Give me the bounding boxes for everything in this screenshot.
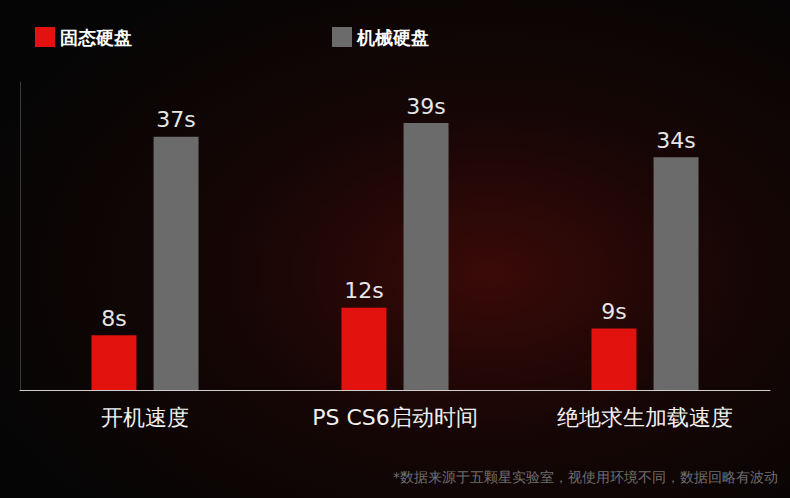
svg-text:*数据来源于五颗星实验室，视使用环境不同，数据回略有波动: *数据来源于五颗星实验室，视使用环境不同，数据回略有波动 (393, 469, 778, 485)
svg-text:12s: 12s (344, 278, 383, 303)
svg-text:开机速度: 开机速度 (101, 405, 189, 430)
svg-text:8s: 8s (101, 306, 126, 331)
svg-text:绝地求生加载速度: 绝地求生加载速度 (557, 405, 733, 430)
svg-text:机械硬盘: 机械硬盘 (356, 27, 429, 48)
svg-text:固态硬盘: 固态硬盘 (60, 27, 132, 48)
svg-text:37s: 37s (156, 107, 195, 132)
svg-text:39s: 39s (406, 94, 445, 119)
svg-text:9s: 9s (601, 299, 626, 324)
svg-text:34s: 34s (656, 128, 695, 153)
svg-text:PS CS6启动时间: PS CS6启动时间 (312, 405, 478, 430)
